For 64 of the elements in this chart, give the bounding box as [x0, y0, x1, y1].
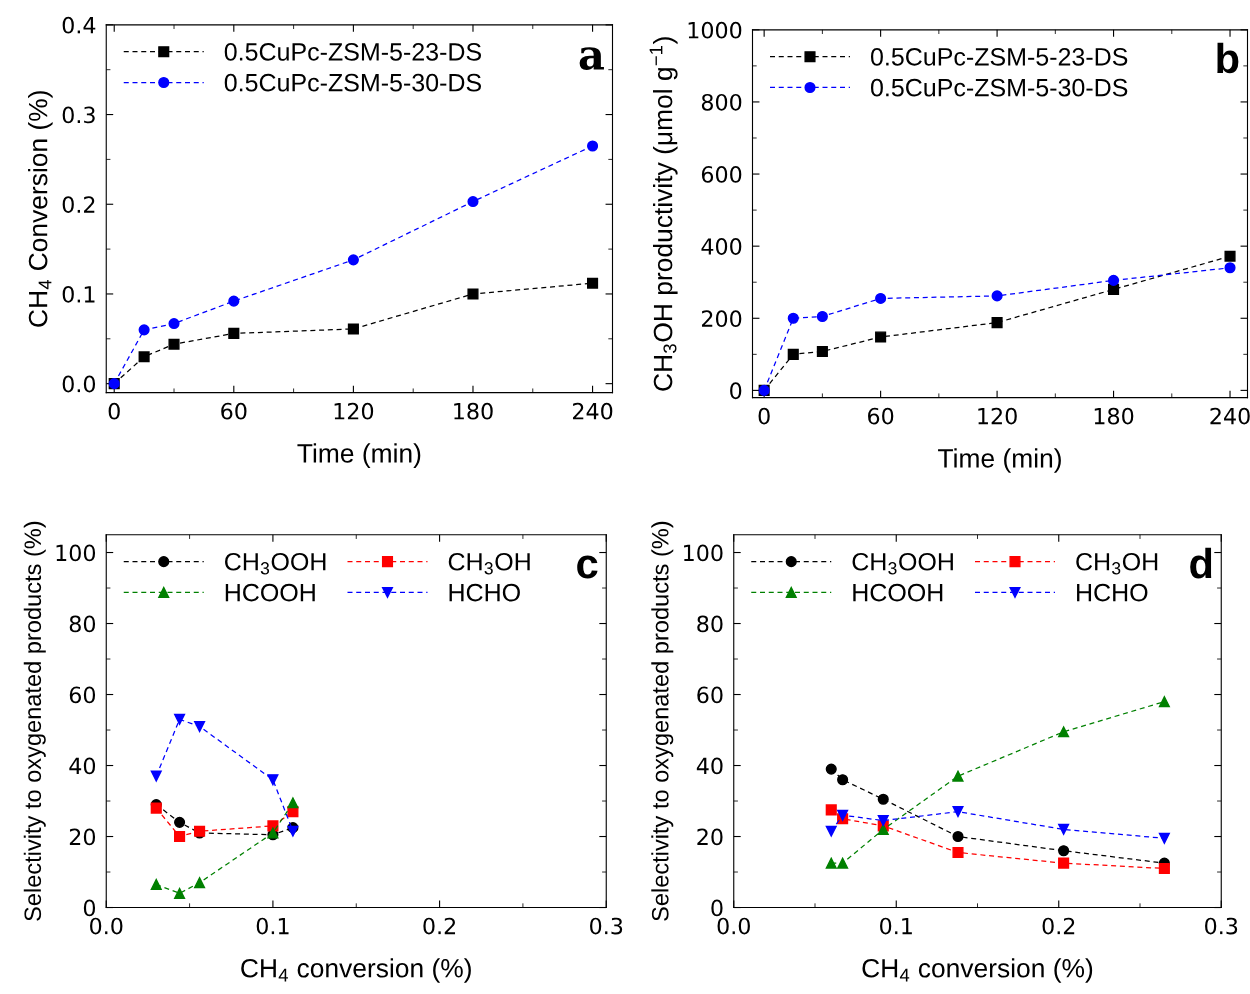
- x-tick-label: 0.2: [1042, 917, 1075, 935]
- annotation: a: [579, 47, 604, 70]
- x-axis-title: CH$_{4}$ conversion (%): [241, 958, 471, 983]
- x-tick-label: 240: [572, 402, 613, 420]
- legend-label: CH$_{3}$OH: [1076, 552, 1158, 575]
- legend-label: HCHO: [1077, 583, 1148, 602]
- y-tick-label: 100: [56, 544, 96, 562]
- y-tick-label: 0.1: [62, 285, 95, 303]
- annotation: d: [1190, 547, 1212, 579]
- y-tick-label: 400: [701, 238, 742, 255]
- x-tick-label: 0.1: [256, 917, 289, 935]
- legend-label: 0.5CuPc-ZSM-5-23-DS: [224, 43, 481, 61]
- x-tick-label: 0.3: [1205, 917, 1238, 935]
- x-tick-label: 240: [1210, 407, 1250, 425]
- y-axis-title: CH$_{3}$OH productivity (μmol g$^{−1}$): [649, 37, 678, 391]
- y-tick-label: 0.2: [62, 196, 95, 214]
- x-tick-label: 0.3: [590, 917, 623, 935]
- y-tick-label: 0.4: [62, 16, 96, 34]
- legend-label: 0.5CuPc-ZSM-5-30-DS: [870, 78, 1128, 97]
- x-tick-label: 120: [334, 402, 374, 420]
- x-tick-label: 60: [868, 407, 894, 425]
- y-tick-label: 200: [701, 310, 742, 328]
- y-tick-label: 600: [701, 166, 742, 183]
- y-tick-label: 1000: [688, 21, 742, 39]
- legend-label: CH$_{3}$OOH: [852, 552, 953, 575]
- y-tick-label: 80: [697, 615, 723, 633]
- legend-label: HCHO: [449, 583, 520, 602]
- x-axis-title: Time (min): [938, 448, 1061, 473]
- x-tick-label: 120: [978, 407, 1017, 425]
- y-tick-label: 0.0: [62, 375, 96, 393]
- legend-label: CH$_{3}$OOH: [225, 552, 326, 575]
- legend-label: 0.5CuPc-ZSM-5-30-DS: [224, 73, 481, 92]
- y-axis-title: Selectivity to oxygenated products (%): [23, 521, 46, 921]
- y-tick-label: 40: [696, 757, 723, 775]
- legend-label: CH$_{3}$OH: [448, 552, 530, 575]
- y-tick-label: 80: [69, 615, 96, 633]
- x-tick-label: 180: [1094, 407, 1134, 425]
- x-tick-label: 0: [108, 402, 120, 420]
- x-tick-label: 60: [221, 402, 247, 420]
- y-tick-label: 20: [697, 828, 723, 846]
- x-tick-label: 0.0: [90, 917, 123, 935]
- legend-label: HCOOH: [225, 583, 315, 602]
- y-axis-title: CH$_{4}$ Conversion (%): [28, 91, 53, 327]
- y-tick-label: 0: [730, 382, 742, 400]
- x-tick-label: 0.2: [423, 917, 456, 935]
- y-tick-label: 60: [697, 686, 723, 704]
- x-tick-label: 0: [758, 407, 770, 425]
- x-tick-label: 180: [454, 402, 493, 420]
- y-tick-label: 0.3: [62, 106, 95, 124]
- x-tick-label: 0.1: [880, 917, 912, 935]
- y-tick-label: 60: [69, 686, 96, 704]
- legend-label: 0.5CuPc-ZSM-5-23-DS: [870, 47, 1128, 66]
- y-tick-label: 40: [69, 757, 96, 775]
- y-tick-label: 0: [83, 899, 96, 917]
- y-tick-label: 100: [684, 544, 723, 562]
- annotation: b: [1217, 42, 1239, 74]
- y-tick-label: 0: [711, 899, 723, 917]
- x-axis-title: CH$_{4}$ conversion (%): [862, 958, 1093, 983]
- annotation: c: [577, 555, 598, 579]
- y-tick-label: 20: [69, 828, 96, 846]
- x-axis-title: Time (min): [297, 443, 421, 468]
- y-tick-label: 800: [701, 93, 742, 111]
- y-axis-title: Selectivity to oxygenated products (%): [651, 521, 674, 921]
- legend-label: HCOOH: [853, 583, 943, 602]
